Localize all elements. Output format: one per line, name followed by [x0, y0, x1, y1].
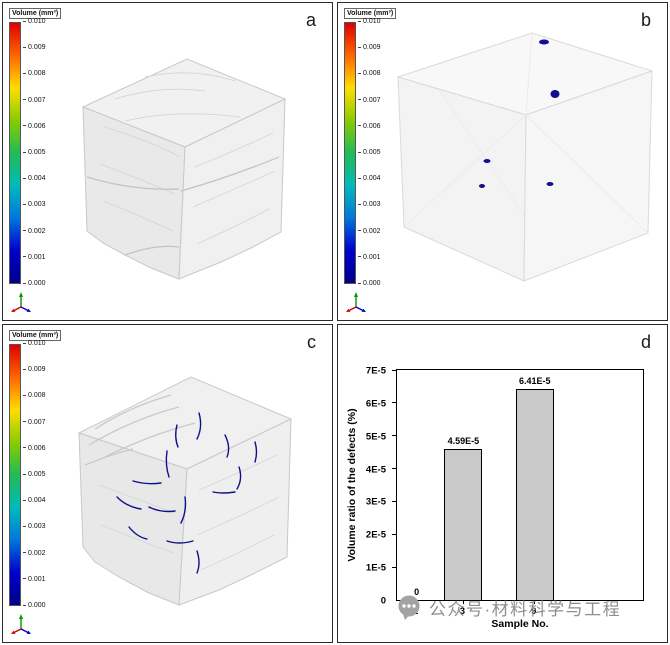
colorbar: Volume (mm³) 0.010 0.009 0.008 0.007 0.006 0.… — [344, 8, 397, 287]
bar-value-label: 4.59E-5 — [447, 436, 480, 447]
colorbar-tick-label: 0.004 — [23, 175, 46, 183]
panel-b: Volume (mm³) 0.010 0.009 0.008 0.007 0.006 0.… — [337, 2, 668, 321]
colorbar-gradient — [9, 344, 21, 606]
chart-plot: 0 4.59E-5 6.41E-5 — [392, 369, 644, 604]
y-tick-mark — [392, 566, 397, 568]
colorbar-tick-label: 0.007 — [23, 97, 46, 105]
x-tick-mark — [534, 600, 536, 604]
crack-defects — [116, 412, 258, 574]
axis-triad-icon — [346, 292, 366, 312]
surface-cracks — [86, 156, 280, 256]
chat-bubble-icon — [398, 595, 420, 620]
colorbar: Volume (mm³) 0.010 0.009 0.008 0.007 0.006 0.… — [9, 8, 62, 287]
y-tick-label: 7E-5 — [365, 365, 386, 377]
y-tick-mark — [392, 533, 397, 535]
defects — [479, 39, 560, 188]
colorbar-body: 0.010 0.009 0.008 0.007 0.006 0.005 0.004 0.003… — [344, 18, 396, 287]
cube-faces — [77, 376, 293, 606]
colorbar-tick-label: 0.003 — [358, 201, 381, 209]
colorbar-tick-label: 0.001 — [358, 254, 381, 262]
colorbar-tick-label: 0.004 — [358, 175, 381, 183]
watermark-text: 公众号·材料科学与工程 — [429, 599, 622, 619]
colorbar-tick-label: 0.010 — [23, 340, 46, 348]
colorbar-tick-label: 0.001 — [23, 254, 46, 262]
bar-value-label: 6.41E-5 — [518, 376, 551, 387]
panel-label-a: a — [305, 10, 316, 30]
colorbar-ticks: 0.010 0.009 0.008 0.007 0.006 0.005 0.004 0.003… — [23, 340, 46, 610]
colorbar-ticks: 0.010 0.009 0.008 0.007 0.006 0.005 0.004 0.003… — [358, 18, 381, 288]
bar-sample-3 — [444, 449, 483, 600]
colorbar-tick-label: 0.003 — [23, 201, 46, 209]
colorbar-tick-label: 0.005 — [358, 149, 381, 157]
colorbar-tick-label: 0.002 — [358, 228, 381, 236]
panel-label-d: d — [640, 332, 651, 352]
watermark: 公众号·材料科学与工程 — [396, 594, 621, 620]
axis-triad-icon — [11, 292, 31, 312]
colorbar-tick-label: 0.009 — [358, 44, 381, 52]
colorbar-tick-label: 0.007 — [358, 97, 381, 105]
colorbar-tick-label: 0.008 — [23, 392, 46, 400]
x-tick-label: 3 — [459, 606, 466, 617]
chart-y-ticks: 0 1E-5 2E-5 3E-5 4E-5 5E-5 6E-5 7E-5 — [352, 365, 392, 607]
fold-lines — [403, 32, 649, 234]
colorbar-body: 0.010 0.009 0.008 0.007 0.006 0.005 0.004 0.003… — [9, 340, 61, 609]
surface-texture — [99, 72, 276, 245]
volume-render-sample-a — [81, 58, 287, 280]
colorbar-tick-label: 0.010 — [23, 18, 46, 26]
y-tick-label: 2E-5 — [365, 529, 386, 541]
colorbar-tick-label: 0.000 — [23, 280, 46, 288]
colorbar-ticks: 0.010 0.009 0.008 0.007 0.006 0.005 0.004 0.003… — [23, 18, 46, 288]
y-tick-mark — [392, 500, 397, 502]
chart-x-axis-title: Sample No. — [491, 618, 549, 630]
colorbar-tick-label: 0.008 — [23, 70, 46, 78]
y-tick-label: 3E-5 — [365, 496, 386, 508]
bar-value-label: 0 — [414, 587, 420, 597]
panel-label-b: b — [640, 10, 651, 30]
colorbar: Volume (mm³) 0.010 0.009 0.008 0.007 0.006 0.… — [9, 330, 62, 609]
y-tick-label: 4E-5 — [365, 464, 386, 476]
colorbar-tick-label: 0.007 — [23, 419, 46, 427]
y-tick-label: 0 — [380, 595, 386, 607]
y-tick-mark — [392, 402, 397, 404]
x-tick-mark — [462, 600, 464, 604]
fracture-ridges — [84, 394, 196, 466]
colorbar-tick-label: 0.006 — [358, 123, 381, 131]
volume-render-sample-b — [396, 32, 654, 282]
colorbar-tick-label: 0.005 — [23, 471, 46, 479]
x-tick-label: 9 — [531, 606, 537, 617]
colorbar-tick-label: 0.005 — [23, 149, 46, 157]
colorbar-tick-label: 0.002 — [23, 228, 46, 236]
volume-render-sample-c — [77, 376, 293, 606]
colorbar-tick-label: 0.000 — [23, 602, 46, 610]
y-tick-mark — [392, 435, 397, 437]
y-tick-label: 5E-5 — [365, 431, 386, 443]
y-tick-mark — [392, 468, 397, 470]
panel-c: Volume (mm³) 0.010 0.009 0.008 0.007 0.006 0.… — [2, 324, 333, 643]
colorbar-body: 0.010 0.009 0.008 0.007 0.006 0.005 0.004 0.003… — [9, 18, 61, 287]
colorbar-tick-label: 0.008 — [358, 70, 381, 78]
cube-faces — [396, 32, 654, 282]
colorbar-tick-label: 0.003 — [23, 523, 46, 531]
y-tick-mark — [392, 369, 397, 371]
colorbar-tick-label: 0.000 — [358, 280, 381, 288]
colorbar-tick-label: 0.001 — [23, 576, 46, 584]
surface-texture — [98, 454, 280, 571]
y-tick-label: 1E-5 — [365, 562, 386, 574]
panel-d-bar-chart: Volume ratio of the defects (%) 0 1E-5 2E-… — [337, 324, 668, 643]
colorbar-tick-label: 0.009 — [23, 366, 46, 374]
panel-a: Volume (mm³) 0.010 0.009 0.008 0.007 0.006 0.… — [2, 2, 333, 321]
colorbar-tick-label: 0.004 — [23, 497, 46, 505]
colorbar-tick-label: 0.009 — [23, 44, 46, 52]
panel-label-c: c — [307, 332, 316, 352]
axis-triad-icon — [11, 614, 31, 634]
colorbar-tick-label: 0.006 — [23, 445, 46, 453]
colorbar-tick-label: 0.002 — [23, 550, 46, 558]
y-tick-label: 6E-5 — [365, 398, 386, 410]
colorbar-tick-label: 0.006 — [23, 123, 46, 131]
colorbar-gradient — [9, 22, 21, 284]
bar-sample-9 — [515, 389, 554, 600]
colorbar-gradient — [344, 22, 356, 284]
colorbar-tick-label: 0.010 — [358, 18, 381, 26]
